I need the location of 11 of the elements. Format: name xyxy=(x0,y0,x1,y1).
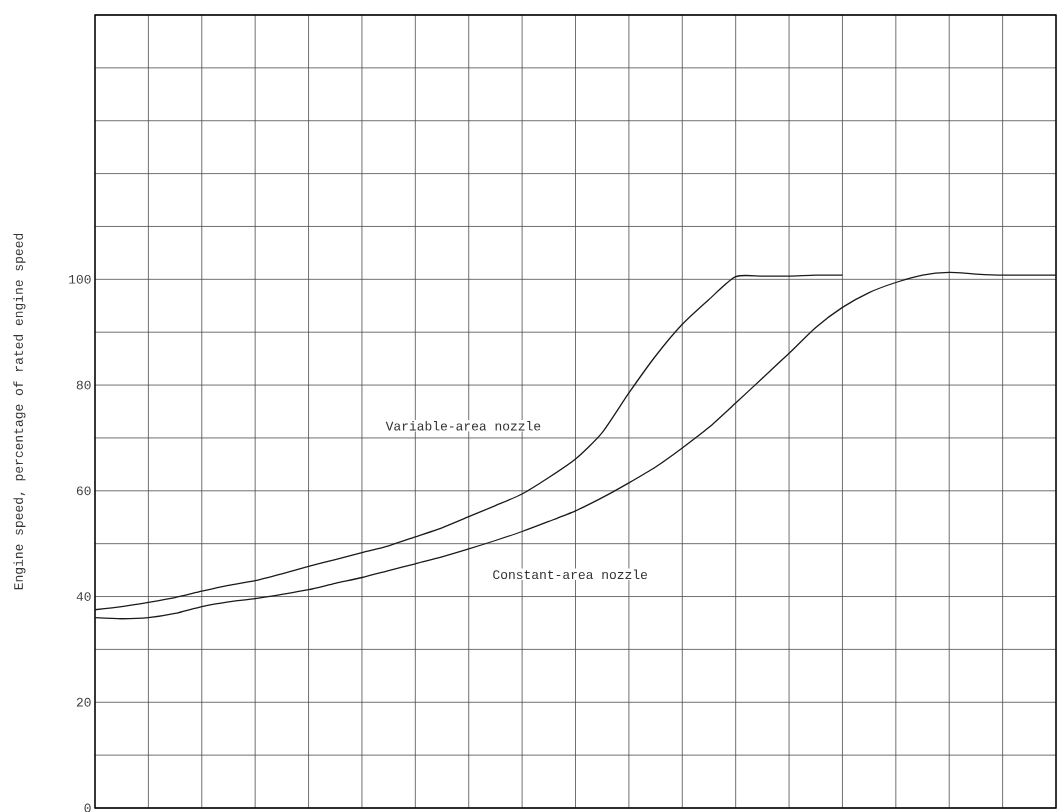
annotation: Constant-area nozzle xyxy=(493,569,648,580)
line-series xyxy=(94,274,844,611)
y-tick-label: 80 xyxy=(76,380,91,390)
y-tick-label: 0 xyxy=(84,803,91,812)
y-tick-label: 100 xyxy=(69,274,91,284)
annotation: Variable-area nozzle xyxy=(385,421,541,431)
y-tick-label: 60 xyxy=(76,486,91,496)
line-series xyxy=(94,271,1057,620)
y-tick-label: 20 xyxy=(76,697,91,707)
y-tick-label: 40 xyxy=(76,592,91,601)
y-axis-title: Engine speed, percentage of rated engine speed xyxy=(13,233,26,590)
